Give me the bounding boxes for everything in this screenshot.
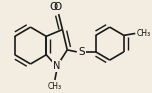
Text: O: O [54, 2, 62, 12]
Text: O: O [49, 2, 58, 12]
Text: N: N [53, 61, 60, 71]
Text: CH₃: CH₃ [136, 29, 150, 38]
Text: S: S [78, 47, 85, 57]
Text: CH₃: CH₃ [48, 82, 62, 91]
